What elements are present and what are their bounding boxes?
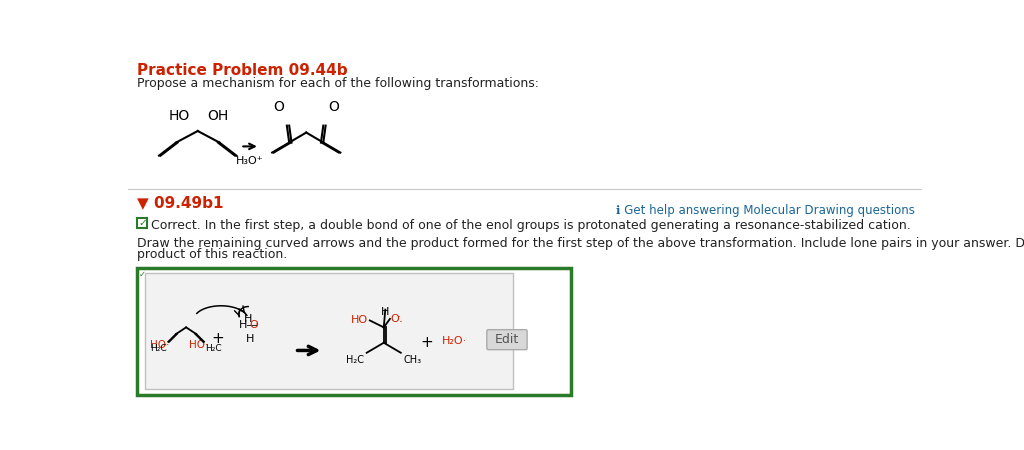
Text: ✓: ✓ (138, 218, 146, 228)
Text: Draw the remaining curved arrows and the product formed for the first step of th: Draw the remaining curved arrows and the… (137, 237, 1024, 250)
Text: H—: H— (239, 320, 258, 330)
Text: ·: · (254, 318, 259, 332)
Text: H: H (244, 314, 252, 324)
Text: H: H (246, 333, 254, 343)
Text: Propose a mechanism for each of the following transformations:: Propose a mechanism for each of the foll… (137, 77, 540, 90)
Text: H₂C: H₂C (151, 344, 167, 353)
Bar (137, 218, 147, 228)
Text: H₃O⁺: H₃O⁺ (236, 156, 263, 166)
Text: +: + (420, 335, 433, 350)
Text: O: O (390, 314, 398, 324)
FancyBboxPatch shape (486, 330, 527, 350)
Text: O: O (273, 100, 285, 114)
Text: H: H (381, 306, 389, 316)
Text: OH: OH (207, 109, 228, 123)
Text: ▼ 09.49b1: ▼ 09.49b1 (137, 195, 224, 210)
Text: HO·: HO· (188, 340, 208, 350)
Text: H₂O·: H₂O· (442, 336, 467, 346)
Text: Correct. In the first step, a double bond of one of the enol groups is protonate: Correct. In the first step, a double bon… (152, 219, 911, 232)
Text: Practice Problem 09.44b: Practice Problem 09.44b (137, 63, 348, 78)
Text: H₂C: H₂C (346, 355, 365, 365)
Text: HO: HO (168, 109, 189, 123)
Text: ℹ Get help answering Molecular Drawing questions: ℹ Get help answering Molecular Drawing q… (615, 204, 914, 217)
Bar (145, 274, 513, 389)
Text: O: O (250, 320, 258, 330)
Text: ✓: ✓ (139, 270, 145, 279)
Text: +: + (212, 331, 224, 346)
Text: CH₃: CH₃ (403, 355, 421, 365)
Text: Edit: Edit (495, 333, 519, 346)
Text: HO·: HO· (150, 340, 169, 350)
Text: ·: · (396, 311, 400, 324)
Text: ·: · (398, 316, 402, 329)
Text: product of this reaction.: product of this reaction. (137, 248, 288, 261)
Text: H₂C: H₂C (206, 344, 222, 353)
Text: O: O (328, 100, 339, 114)
Bar (137, 268, 571, 395)
Text: HO: HO (351, 315, 369, 325)
